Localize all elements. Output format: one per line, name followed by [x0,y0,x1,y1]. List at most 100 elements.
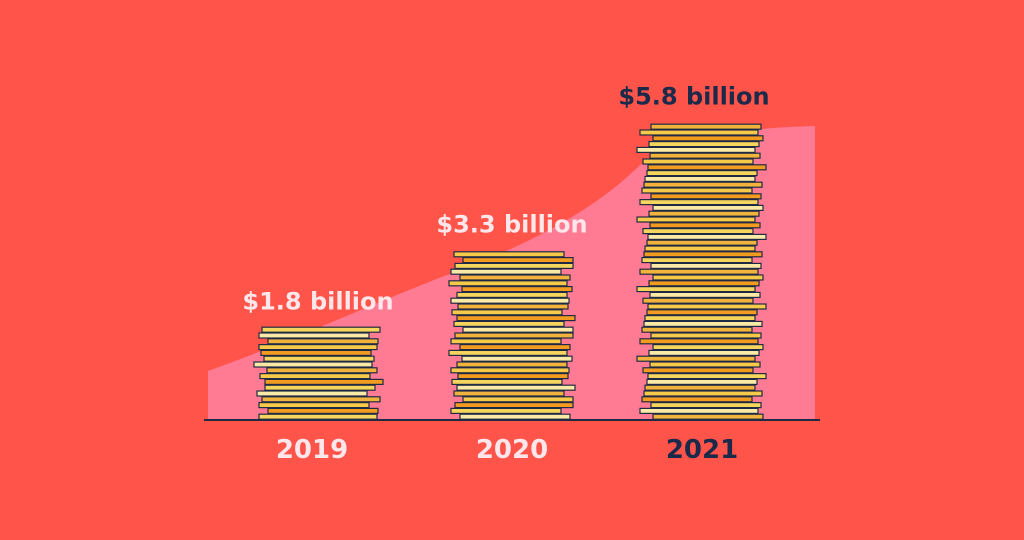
coin [646,170,758,177]
coin [450,297,570,304]
coin [643,181,763,188]
bar-2021 [636,123,767,420]
coin [648,141,760,148]
coin [643,251,763,258]
coin [643,320,763,327]
bar-2020 [448,251,576,420]
coin [643,390,763,397]
coin [456,315,576,322]
coin [650,402,762,409]
coin [267,338,379,345]
coin [649,152,761,159]
coin [461,355,573,362]
coin [264,378,384,385]
coin [647,233,767,240]
coin [453,390,565,397]
coin [453,320,565,327]
coin [451,309,563,316]
coin [258,344,378,351]
coin [261,396,381,403]
tick-label-2020: 2020 [476,435,548,465]
coin [457,373,569,380]
coin [642,367,754,374]
coin [641,257,753,264]
coin [646,309,758,316]
coin [641,187,753,194]
coin [652,204,764,211]
coin [647,373,767,380]
coin [639,199,759,206]
tick-label-2021: 2021 [666,435,738,465]
coin [641,396,753,403]
coin [642,228,754,235]
coin [448,280,568,287]
coin [267,407,379,414]
bar-2019 [253,326,384,420]
coin [642,297,754,304]
bars-layer [253,123,767,420]
coin [454,332,574,339]
coin [650,262,762,269]
coin [462,257,574,264]
coin [456,384,576,391]
coin [253,361,373,368]
labels-layer: $1.8 billion 2019 $3.3 billion 2020 $5.8 bil… [242,82,769,465]
data-label-2021: $5.8 billion [618,82,769,110]
coin [266,367,378,374]
coin [649,361,761,368]
coin [261,326,381,333]
coin [450,268,562,275]
coin [652,274,764,281]
coin [459,274,571,281]
coin [648,349,760,356]
tick-label-2019: 2019 [276,435,348,465]
coin [453,251,565,258]
coin [448,349,568,356]
coin [644,245,756,252]
coin [649,222,761,229]
coin [644,315,756,322]
coin [461,286,573,293]
coin [652,344,764,351]
coin [646,239,758,246]
coin [650,332,762,339]
coin [454,262,574,269]
coin [639,129,759,136]
coin [644,384,756,391]
data-label-2019: $1.8 billion [242,288,393,316]
coin [456,291,568,298]
coin [450,367,570,374]
coin [450,407,562,414]
coin [451,378,563,385]
coin [459,413,571,420]
coin [260,349,372,356]
coin [263,355,375,362]
coin [454,402,574,409]
coin [650,193,762,200]
coin [258,413,378,420]
coin [652,135,764,142]
coin [647,303,767,310]
coin [648,280,760,287]
data-label-2020: $3.3 billion [436,211,587,239]
coin [641,326,753,333]
coin [636,286,756,293]
coin [636,355,756,362]
coin [450,338,562,345]
coin [648,210,760,217]
coin [258,402,370,409]
coin [256,390,368,397]
coin [639,407,759,414]
coin [647,164,767,171]
coin [644,175,756,182]
coin [462,326,574,333]
coin [639,338,759,345]
coin [636,216,756,223]
coin [652,413,764,420]
coin [459,344,571,351]
coin [462,396,574,403]
coin [639,268,759,275]
coin [649,291,761,298]
coin [646,378,758,385]
